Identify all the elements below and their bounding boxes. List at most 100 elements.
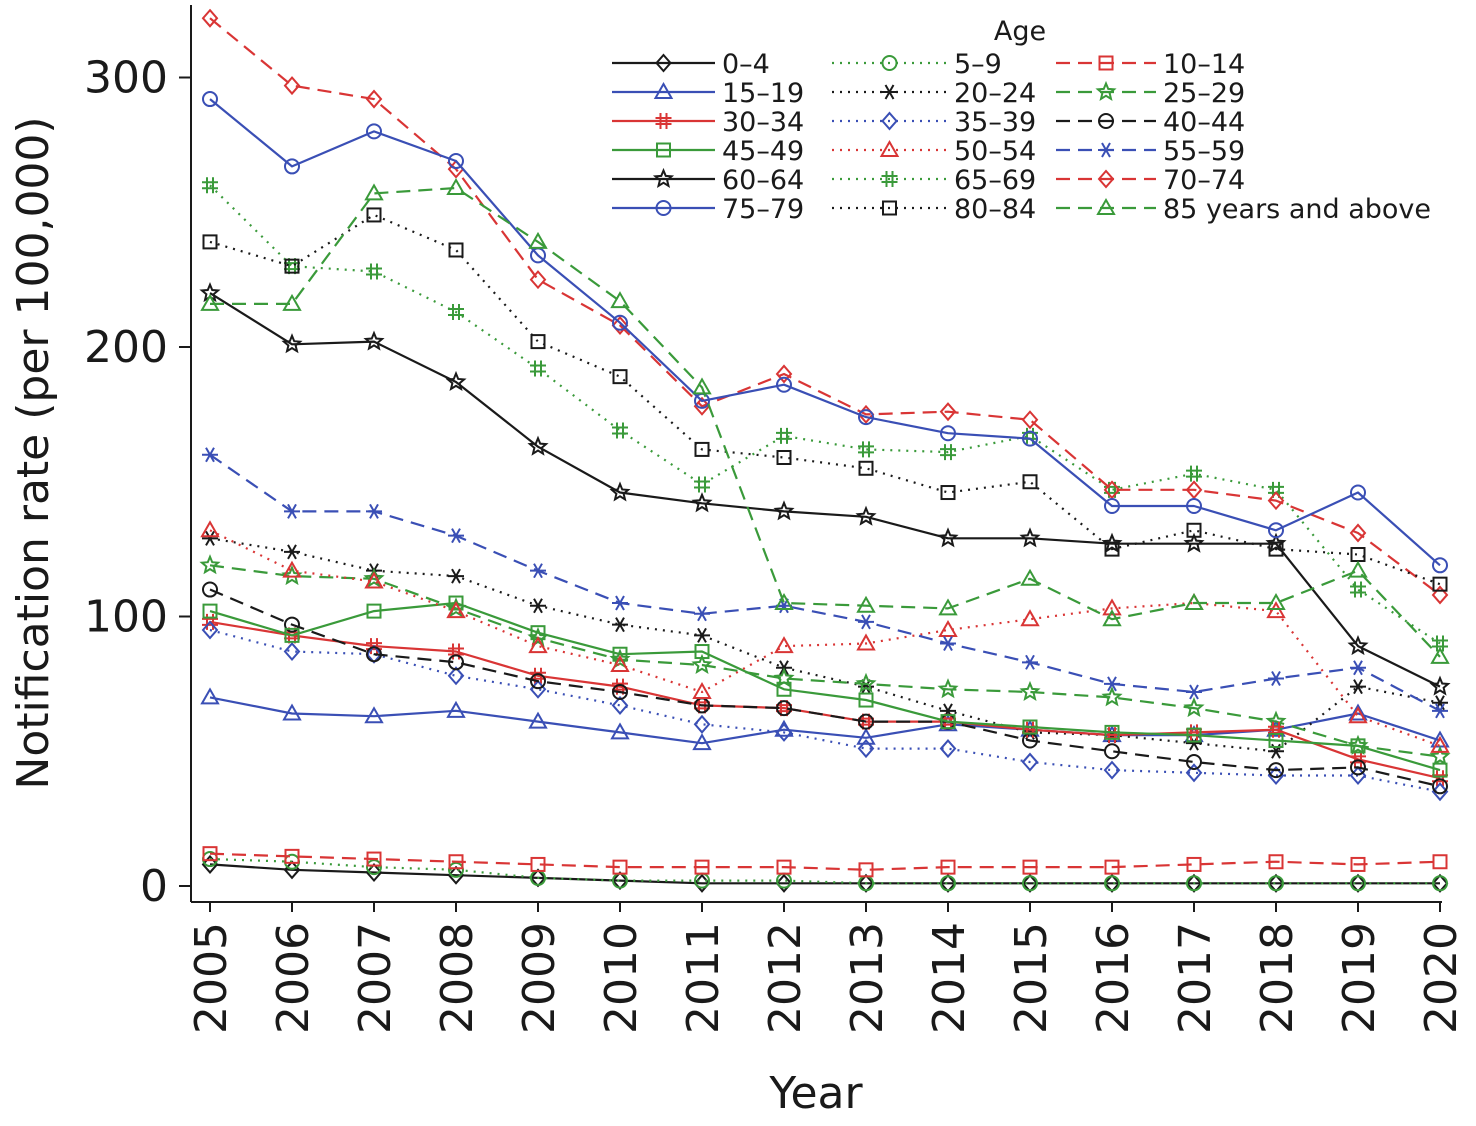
data-point bbox=[1186, 684, 1202, 700]
data-point bbox=[366, 859, 382, 876]
x-tick-label: 2006 bbox=[268, 922, 319, 1034]
data-point bbox=[612, 314, 628, 331]
series-line bbox=[209, 620, 1441, 780]
data-point bbox=[612, 369, 628, 385]
x-tick-label: 2013 bbox=[842, 922, 893, 1034]
data-point bbox=[1432, 854, 1448, 870]
data-point bbox=[446, 700, 466, 718]
series-line bbox=[209, 98, 1441, 567]
data-point bbox=[202, 613, 218, 630]
data-point bbox=[1183, 532, 1205, 553]
data-point bbox=[1350, 581, 1366, 598]
data-point bbox=[1186, 875, 1202, 892]
data-point bbox=[1020, 609, 1040, 627]
data-point bbox=[694, 441, 710, 457]
data-point bbox=[694, 859, 710, 875]
legend-label: 40–44 bbox=[1163, 107, 1245, 138]
data-point bbox=[1432, 557, 1448, 574]
data-point bbox=[201, 620, 219, 640]
data-point bbox=[448, 568, 464, 584]
data-point bbox=[1430, 735, 1450, 753]
data-point bbox=[858, 862, 874, 878]
x-tick-label: 2018 bbox=[1252, 922, 1303, 1034]
series-5 bbox=[202, 530, 1448, 759]
data-point bbox=[200, 520, 220, 538]
data-point bbox=[202, 177, 218, 194]
data-point bbox=[1350, 759, 1366, 776]
data-point bbox=[775, 873, 793, 893]
legend-label: 85 years and above bbox=[1163, 194, 1431, 225]
legend-title: Age bbox=[994, 16, 1046, 47]
data-point bbox=[446, 601, 466, 619]
data-point bbox=[858, 713, 874, 730]
legend-label: 15–19 bbox=[722, 78, 804, 109]
data-point bbox=[284, 627, 300, 643]
data-point bbox=[1101, 686, 1123, 707]
legend-label: 10–14 bbox=[1163, 49, 1245, 80]
data-point bbox=[612, 617, 628, 633]
legend-marker bbox=[655, 53, 672, 73]
data-point bbox=[858, 692, 874, 708]
data-point bbox=[1347, 635, 1369, 656]
data-point bbox=[1186, 754, 1202, 771]
data-point bbox=[1022, 859, 1038, 875]
data-point bbox=[364, 571, 384, 589]
data-point bbox=[776, 700, 792, 717]
legend-entry: 55–59 bbox=[1056, 136, 1245, 167]
legend-marker bbox=[882, 200, 897, 216]
data-point bbox=[1022, 721, 1038, 738]
data-point bbox=[528, 711, 548, 729]
data-point bbox=[937, 527, 959, 548]
y-tick-label: 100 bbox=[84, 592, 168, 643]
data-point bbox=[1020, 568, 1040, 586]
data-point bbox=[1432, 635, 1448, 652]
data-point bbox=[448, 153, 464, 170]
series-line bbox=[209, 564, 1441, 758]
x-tick-label: 2008 bbox=[432, 922, 483, 1034]
legend: Age 0–4 5–9 10–14 15–19 20–24 25–29 30–34 35–39… bbox=[612, 16, 1431, 225]
data-point bbox=[283, 76, 301, 96]
data-point bbox=[1348, 706, 1368, 724]
data-point bbox=[201, 8, 219, 28]
data-point bbox=[692, 377, 712, 395]
data-point bbox=[528, 636, 548, 654]
data-point bbox=[1186, 522, 1202, 538]
x-tick-label: 2012 bbox=[760, 922, 811, 1034]
x-tick-label: 2015 bbox=[1006, 922, 1057, 1034]
legend-marker bbox=[881, 111, 898, 131]
series-8 bbox=[201, 620, 1449, 802]
data-point bbox=[1432, 703, 1448, 719]
data-point bbox=[1430, 646, 1450, 664]
data-point bbox=[448, 242, 464, 258]
data-point bbox=[774, 593, 794, 611]
data-point bbox=[692, 681, 712, 699]
x-tick-label: 2020 bbox=[1416, 922, 1467, 1034]
data-point bbox=[1431, 782, 1449, 802]
x-tick-label: 2009 bbox=[514, 922, 565, 1034]
series-3 bbox=[202, 846, 1448, 878]
data-point bbox=[774, 636, 794, 654]
data-point bbox=[1266, 601, 1286, 619]
series-11 bbox=[200, 520, 1450, 753]
legend-entry: 80–84 bbox=[832, 194, 1036, 225]
data-point bbox=[530, 856, 546, 872]
data-point bbox=[856, 595, 876, 613]
series-line bbox=[209, 537, 1441, 753]
data-point bbox=[1268, 541, 1284, 557]
data-point bbox=[366, 123, 382, 140]
data-point bbox=[857, 739, 875, 759]
axes bbox=[190, 5, 1442, 903]
data-point bbox=[1268, 670, 1284, 686]
series-18 bbox=[200, 177, 1450, 664]
data-point bbox=[611, 315, 629, 335]
legend-entry: 15–19 bbox=[612, 78, 804, 109]
series-12 bbox=[202, 447, 1448, 719]
data-point bbox=[940, 425, 956, 442]
series-6 bbox=[199, 554, 1451, 766]
data-point bbox=[940, 485, 956, 501]
series-line bbox=[209, 696, 1441, 745]
series-10 bbox=[202, 595, 1448, 778]
data-point bbox=[1432, 778, 1448, 795]
legend-entry: 85 years and above bbox=[1056, 194, 1431, 225]
data-point bbox=[858, 460, 874, 476]
